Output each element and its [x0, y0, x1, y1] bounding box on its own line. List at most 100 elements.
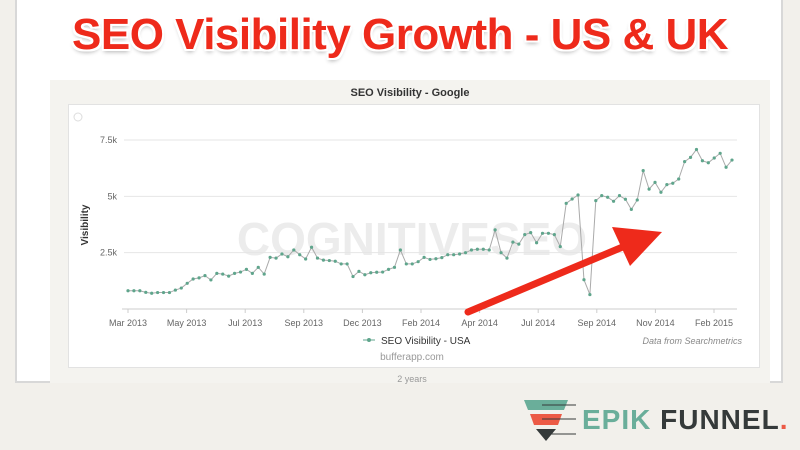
data-point	[730, 158, 734, 162]
data-point	[452, 253, 456, 257]
footer-text: bufferapp.com	[380, 352, 444, 363]
data-point	[410, 262, 414, 266]
data-point	[161, 290, 166, 295]
data-point	[404, 262, 408, 266]
data-point	[286, 255, 290, 259]
data-point	[499, 251, 503, 255]
data-point	[315, 256, 320, 260]
data-point	[511, 240, 515, 244]
data-point	[617, 194, 622, 198]
x-tick-label: Apr 2014	[461, 318, 498, 328]
data-point	[505, 256, 509, 260]
range-label: 2 years	[397, 374, 427, 384]
data-point	[232, 271, 237, 275]
data-point	[392, 265, 397, 269]
x-tick-label: Mar 2013	[109, 318, 147, 328]
data-point	[339, 262, 343, 266]
red-arrow	[464, 227, 662, 316]
data-point	[167, 290, 172, 295]
data-point	[487, 248, 491, 252]
data-point	[529, 231, 533, 235]
data-point	[446, 253, 450, 257]
data-point	[221, 272, 225, 276]
data-point	[694, 147, 699, 152]
y-tick-label: 5k	[107, 191, 117, 201]
data-point	[458, 252, 462, 256]
data-point	[238, 270, 243, 274]
data-point	[357, 269, 361, 273]
credit: Data from Searchmetrics	[642, 336, 742, 346]
data-point	[381, 270, 385, 274]
data-point	[327, 258, 331, 263]
data-point	[386, 267, 391, 271]
legend-item[interactable]: SEO Visibility - USA	[363, 336, 471, 347]
data-point	[179, 286, 183, 290]
data-point	[683, 160, 687, 164]
data-point	[481, 247, 485, 251]
epik-funnel-logo: EPIK FUNNEL.	[522, 398, 788, 442]
data-point	[700, 159, 704, 163]
data-point	[280, 252, 284, 256]
legend-label: SEO Visibility - USA	[381, 336, 471, 347]
y-axis-label: Visibility	[80, 204, 91, 245]
data-point	[309, 245, 314, 249]
data-point	[706, 161, 710, 165]
data-point	[600, 194, 604, 198]
data-point	[274, 256, 278, 260]
data-point	[440, 256, 444, 260]
data-point	[475, 247, 479, 251]
data-point	[132, 289, 136, 293]
data-point	[623, 197, 628, 201]
data-point	[688, 155, 693, 159]
data-point	[185, 281, 189, 285]
data-point	[546, 231, 551, 235]
data-point	[641, 169, 645, 173]
context-menu-icon[interactable]	[73, 112, 83, 122]
data-point	[611, 199, 616, 203]
data-point	[298, 253, 302, 257]
data-point	[203, 274, 207, 278]
data-point	[375, 270, 379, 274]
x-tick-label: Sep 2013	[285, 318, 324, 328]
data-point	[712, 156, 716, 160]
data-point	[665, 183, 669, 187]
bottom-strip	[0, 385, 800, 450]
y-tick-label: 7.5k	[100, 135, 118, 145]
data-point	[191, 277, 195, 281]
data-point	[517, 242, 521, 246]
data-point	[594, 199, 598, 203]
data-point	[321, 258, 326, 262]
data-point	[564, 201, 568, 205]
data-point	[718, 151, 722, 155]
x-tick-label: May 2013	[167, 318, 207, 328]
data-point	[197, 276, 201, 280]
data-point	[351, 274, 355, 279]
data-point	[138, 289, 142, 293]
data-point	[304, 257, 308, 261]
data-point	[570, 197, 574, 201]
data-point	[173, 288, 177, 292]
x-tick-label: Jul 2013	[228, 318, 262, 328]
data-point	[428, 257, 432, 262]
data-point	[558, 244, 562, 249]
chart-title: SEO Visibility - Google	[350, 87, 470, 99]
data-point	[629, 207, 633, 212]
data-point	[724, 165, 728, 169]
data-point	[268, 255, 272, 259]
funnel-icon	[524, 400, 576, 441]
x-tick-label: Sep 2014	[578, 318, 617, 328]
x-tick-label: Feb 2015	[695, 318, 733, 328]
data-point	[209, 278, 213, 282]
data-point	[434, 257, 438, 261]
data-point	[250, 271, 254, 275]
data-point	[144, 290, 148, 294]
x-tick-label: Nov 2014	[636, 318, 675, 328]
data-point	[493, 228, 497, 232]
data-point	[588, 292, 592, 297]
data-point	[398, 248, 402, 252]
data-point	[156, 290, 160, 295]
logo-part1: EPIK	[582, 404, 652, 435]
data-point	[582, 278, 586, 282]
data-point	[469, 248, 474, 252]
